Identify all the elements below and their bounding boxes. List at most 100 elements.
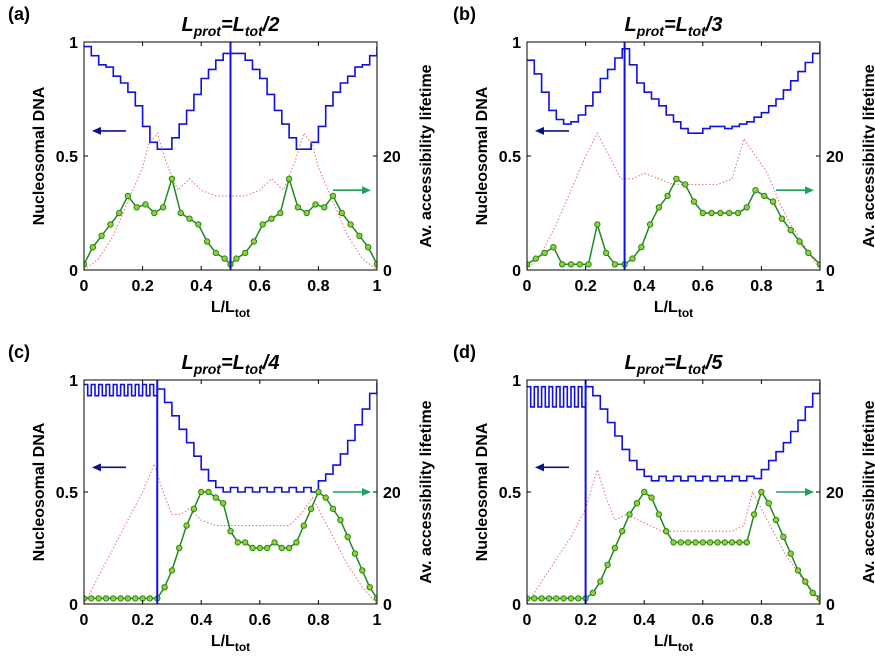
data-point (796, 238, 803, 245)
data-point (259, 221, 266, 228)
x-tick-label: 0.4 (190, 278, 212, 295)
panel-label: (d) (453, 342, 476, 362)
x-tick-label: 0.2 (131, 612, 153, 629)
data-point (619, 528, 626, 535)
data-point (734, 209, 742, 217)
x-axis-label: L/Ltot (211, 299, 250, 320)
panel-label: (a) (8, 4, 30, 24)
x-tick-label: 0.2 (131, 278, 153, 295)
data-point (168, 175, 176, 183)
y-right-tick-label: 20 (383, 149, 401, 166)
data-point (95, 595, 102, 602)
data-point (802, 578, 809, 585)
data-point (177, 209, 184, 217)
x-tick-label: 1 (816, 278, 825, 295)
plot-area (527, 380, 820, 604)
nucleosomal-dna-line (527, 44, 820, 134)
data-point (531, 595, 538, 602)
y-axis-label-right: Av. accessibility lifetime (861, 400, 875, 583)
data-point (553, 595, 560, 602)
data-point (743, 539, 750, 546)
data-point (337, 516, 344, 524)
x-axis-label: L/Ltot (654, 299, 693, 320)
data-point (545, 595, 553, 602)
data-point (721, 539, 728, 546)
data-point (611, 544, 619, 552)
data-point (278, 544, 285, 552)
data-point (664, 192, 671, 200)
chart-title: Lprot=Ltot/3 (625, 14, 723, 39)
data-point (527, 261, 531, 268)
dotted-reference-line (527, 131, 820, 270)
data-point (124, 192, 132, 200)
data-point (682, 181, 689, 188)
data-point (629, 255, 636, 262)
x-tick-label: 0.4 (633, 612, 655, 629)
data-point (692, 539, 699, 546)
data-point (268, 215, 275, 222)
data-point (567, 595, 575, 602)
y-axis-label-left: Nucleosomal DNA (474, 422, 491, 561)
x-tick-label: 0.8 (750, 278, 772, 295)
data-point (271, 539, 278, 546)
chart-title: Lprot=Ltot/2 (182, 14, 280, 39)
data-point (186, 215, 193, 222)
data-point (212, 249, 220, 257)
data-point (356, 232, 363, 240)
data-point (633, 500, 641, 507)
y-axis-label-left: Nucleosomal DNA (31, 86, 48, 225)
accessibility-lifetime-line (527, 177, 820, 266)
right-axis-arrowhead (362, 488, 371, 496)
data-point (728, 539, 736, 546)
data-point (527, 595, 531, 602)
data-point (242, 539, 249, 546)
data-point (300, 522, 307, 529)
left-axis-arrowhead (92, 126, 101, 135)
data-point (315, 488, 322, 496)
y-left-tick-label: 1 (512, 373, 521, 390)
data-point (110, 595, 117, 602)
data-point (203, 238, 211, 245)
data-point (329, 192, 337, 200)
data-point (294, 204, 302, 211)
x-tick-label: 0.6 (692, 278, 714, 295)
data-point (750, 511, 758, 518)
data-point (626, 511, 633, 518)
right-axis-arrowhead (362, 186, 371, 195)
data-point (717, 209, 724, 217)
data-point (344, 533, 351, 540)
data-point (567, 261, 575, 268)
data-point (560, 595, 567, 602)
x-tick-label: 0 (80, 612, 89, 629)
chart-title: Lprot=Ltot/5 (625, 352, 724, 377)
data-point (550, 244, 557, 251)
y-left-tick-label: 0 (512, 597, 521, 614)
y-left-tick-label: 0.5 (499, 485, 521, 502)
y-axis-label-left: Nucleosomal DNA (474, 86, 491, 225)
chart-title: Lprot=Ltot/4 (182, 352, 280, 377)
data-point (151, 209, 158, 217)
data-point (107, 221, 114, 228)
data-point (699, 209, 706, 217)
data-point (736, 539, 743, 546)
data-point (168, 567, 176, 574)
data-point (329, 505, 337, 512)
x-tick-label: 0.6 (249, 278, 271, 295)
data-point (673, 175, 680, 183)
data-point (594, 221, 601, 228)
data-point (743, 204, 750, 211)
x-tick-label: 1 (816, 612, 825, 629)
left-axis-arrowhead (535, 126, 544, 135)
data-point (706, 539, 714, 546)
data-point (575, 595, 582, 602)
left-axis-arrowhead (92, 463, 101, 472)
plot-area (527, 42, 820, 270)
data-point (132, 595, 139, 602)
data-point (714, 539, 721, 546)
data-point (249, 544, 256, 552)
data-point (234, 539, 242, 546)
panel-label: (b) (453, 4, 476, 24)
y-axis-label-right: Av. accessibility lifetime (418, 64, 435, 247)
data-point (256, 544, 263, 552)
x-tick-label: 0.2 (574, 278, 596, 295)
